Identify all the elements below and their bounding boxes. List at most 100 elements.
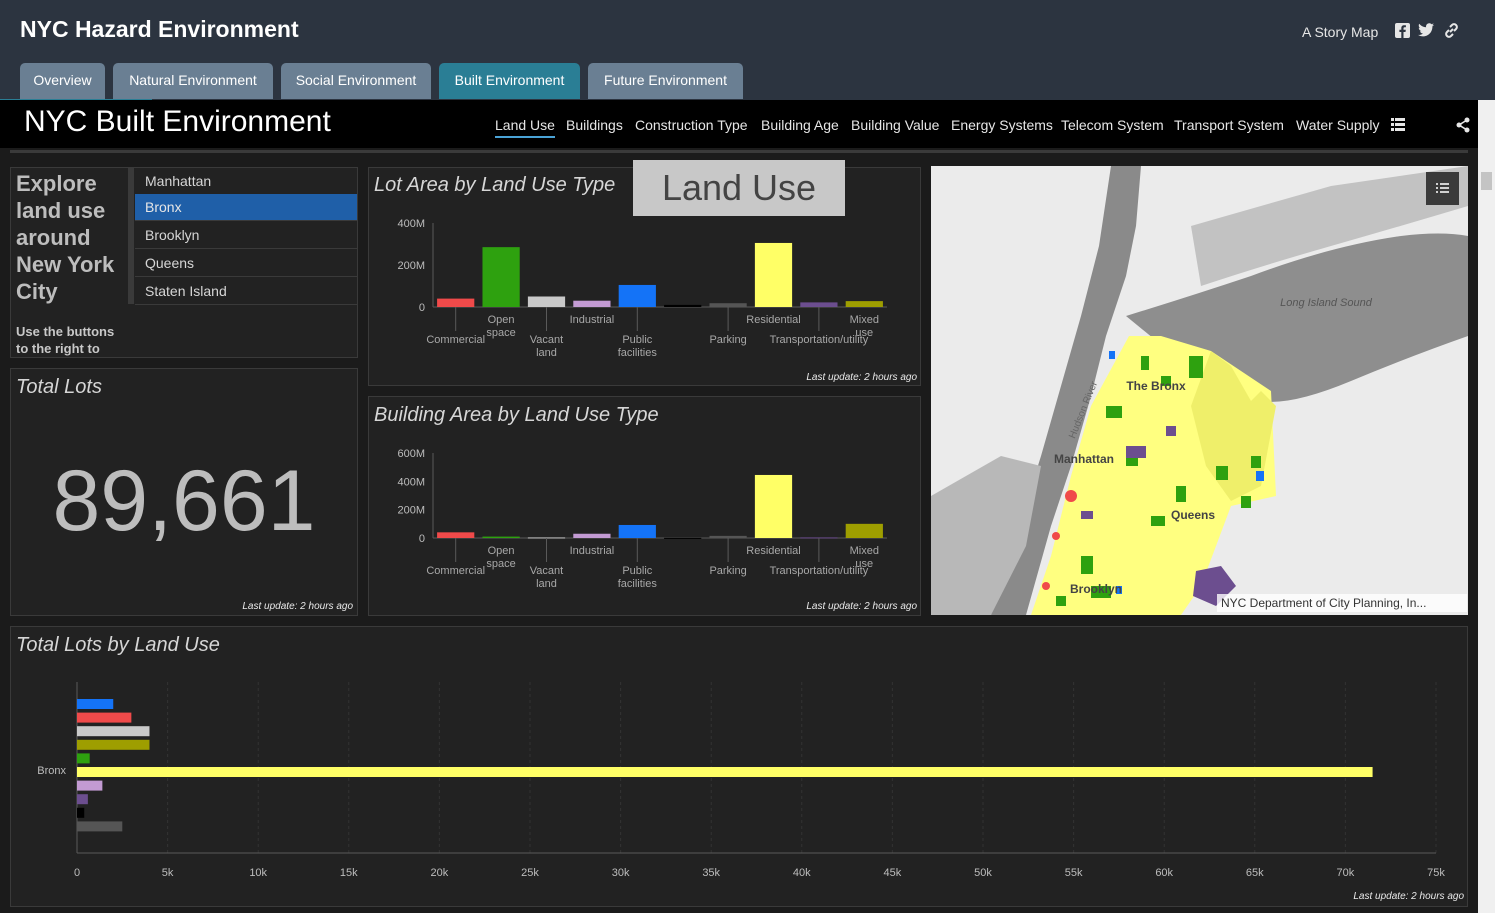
bar-1[interactable] [482, 247, 520, 307]
link-icon[interactable] [1443, 23, 1459, 39]
total-lots-title: Total Lots [16, 376, 102, 398]
bar-5[interactable] [77, 767, 1373, 777]
lot-area-last-update: Last update: 2 hours ago [806, 372, 917, 383]
nav-telecom-system[interactable]: Telecom System [1061, 117, 1164, 133]
bar-6[interactable] [709, 303, 747, 307]
borough-item-bronx[interactable]: Bronx [135, 194, 357, 221]
y-tick-label: 0 [419, 302, 425, 314]
x-tick-label: Residential [746, 314, 800, 326]
x-tick-label: 45k [884, 867, 902, 879]
x-tick-label: Open space [486, 314, 515, 339]
building-area-panel [368, 396, 921, 616]
bar-2[interactable] [77, 726, 150, 737]
intro-text: Use the buttons to the right to [16, 324, 115, 356]
bar-3[interactable] [573, 300, 611, 307]
list-menu-icon[interactable] [1391, 118, 1405, 136]
x-tick-label: Public facilities [618, 334, 658, 359]
land-use-overlay-label: Land Use [633, 160, 845, 216]
total-lots-by-land-use-last-update: Last update: 2 hours ago [1353, 891, 1464, 902]
page-scrollbar-thumb[interactable] [1481, 172, 1492, 190]
bar-9[interactable] [77, 821, 123, 832]
tab-built-environment[interactable]: Built Environment [439, 63, 580, 99]
y-tick-label: 400M [397, 476, 425, 488]
nav-transport-system[interactable]: Transport System [1174, 117, 1284, 133]
bar-2[interactable] [527, 296, 566, 308]
x-tick-label: 0 [74, 867, 80, 879]
total-lots-by-land-use-chart: 0 5k 10k 15k 20k 25k 30k 35k 40k 45k 50k 55k 60k 65k 7… [37, 682, 1445, 879]
page-scrollbar[interactable] [1478, 100, 1495, 913]
tab-natural-environment[interactable]: Natural Environment [113, 63, 273, 99]
x-tick-label: Parking [709, 334, 746, 346]
bar-4[interactable] [77, 753, 90, 764]
borough-item-staten-island[interactable]: Staten Island [135, 278, 357, 305]
dashboard-header [0, 100, 1478, 148]
bar-8[interactable] [77, 807, 85, 818]
tab-social-environment[interactable]: Social Environment [281, 63, 431, 99]
x-tick-label: 55k [1065, 867, 1083, 879]
bar-7[interactable] [754, 242, 793, 307]
x-tick-label: Public facilities [618, 565, 658, 590]
bar-3[interactable] [573, 533, 611, 538]
story-map-label: A Story Map [1302, 24, 1379, 40]
x-tick-label: Industrial [570, 545, 615, 557]
bar-0[interactable] [437, 532, 475, 538]
bar-8[interactable] [800, 302, 838, 307]
total-lots-last-update: Last update: 2 hours ago [242, 601, 353, 612]
x-tick-label: Transportation/utility [770, 334, 869, 346]
nav-buildings[interactable]: Buildings [566, 117, 623, 133]
bar-7[interactable] [77, 794, 88, 805]
total-lots-panel [10, 368, 358, 616]
x-tick-label: 70k [1337, 867, 1355, 879]
y-tick-label: 0 [419, 533, 425, 545]
borough-item-brooklyn[interactable]: Brooklyn [135, 222, 357, 249]
x-tick-label: Residential [746, 545, 800, 557]
x-tick-label: Parking [709, 565, 746, 577]
borough-item-manhattan[interactable]: Manhattan [135, 168, 357, 195]
bar-6[interactable] [709, 535, 747, 538]
bar-4[interactable] [618, 284, 656, 307]
x-tick-label: 40k [793, 867, 811, 879]
nav-building-age[interactable]: Building Age [761, 117, 839, 133]
tab-overview[interactable]: Overview [20, 63, 105, 99]
map-legend-button[interactable] [1426, 172, 1459, 205]
bar-9[interactable] [845, 301, 883, 307]
divider [10, 150, 1468, 153]
bar-0[interactable] [437, 298, 475, 307]
facebook-icon[interactable] [1394, 23, 1410, 39]
dashboard-title: NYC Built Environment [24, 105, 331, 138]
x-tick-label: 30k [612, 867, 630, 879]
bar-6[interactable] [77, 780, 103, 791]
share-icon[interactable] [1455, 117, 1471, 138]
bar-1[interactable] [482, 536, 520, 538]
y-tick-label: 200M [397, 260, 425, 272]
nav-water-supply[interactable]: Water Supply [1296, 117, 1380, 133]
bar-3[interactable] [77, 739, 150, 750]
map-label-manhattan: Manhattan [1054, 452, 1114, 466]
building-area-last-update: Last update: 2 hours ago [806, 601, 917, 612]
nav-building-value[interactable]: Building Value [851, 117, 940, 133]
x-tick-label: Open space [486, 545, 515, 570]
bar-8[interactable] [800, 537, 838, 539]
nav-energy-systems[interactable]: Energy Systems [951, 117, 1053, 133]
total-lots-by-land-use-panel [10, 626, 1468, 907]
bar-7[interactable] [754, 474, 793, 538]
bar-4[interactable] [618, 524, 656, 538]
bar-1[interactable] [77, 712, 132, 723]
nav-land-use[interactable]: Land Use [495, 117, 555, 138]
nav-construction-type[interactable]: Construction Type [635, 117, 748, 133]
bar-0[interactable] [77, 699, 114, 709]
twitter-icon[interactable] [1418, 23, 1434, 39]
land-use-map[interactable]: Long Island Sound The Bronx Hudson River… [931, 166, 1468, 615]
total-lots-by-land-use-title: Total Lots by Land Use [16, 634, 220, 656]
bar-5[interactable] [664, 537, 702, 539]
bar-9[interactable] [845, 523, 883, 538]
bar-2[interactable] [527, 537, 566, 539]
bar-5[interactable] [664, 304, 702, 307]
borough-item-queens[interactable]: Queens [135, 250, 357, 277]
tab-future-environment[interactable]: Future Environment [588, 63, 743, 99]
y-tick-label: 400M [397, 218, 425, 230]
map-attribution: NYC Department of City Planning, In... [1217, 594, 1467, 612]
intro-scrollbar[interactable] [128, 168, 134, 304]
app-title: NYC Hazard Environment [20, 16, 299, 42]
